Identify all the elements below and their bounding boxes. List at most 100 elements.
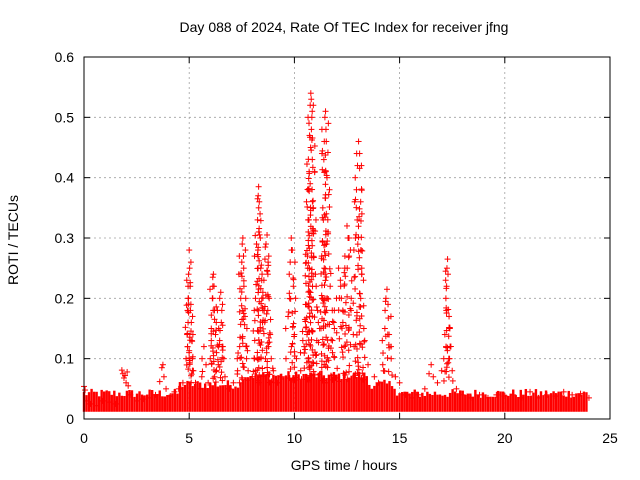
- data-point-cluster: [263, 267, 270, 274]
- data-point-cluster: [341, 308, 348, 315]
- baseline-band-segment: [196, 381, 199, 412]
- data-point-cluster: [359, 247, 366, 254]
- data-point: [159, 361, 166, 368]
- data-point-cluster: [355, 223, 362, 230]
- baseline-band-segment: [123, 395, 126, 412]
- data-point-cluster: [352, 372, 359, 379]
- baseline-band-segment: [484, 394, 487, 412]
- data-point-cluster: [321, 248, 328, 255]
- data-point-cluster: [260, 325, 267, 332]
- data-point-cluster: [353, 231, 360, 238]
- data-point: [282, 355, 289, 362]
- data-point-cluster: [213, 319, 220, 326]
- baseline-band-segment: [405, 391, 409, 412]
- data-point-cluster: [255, 204, 262, 211]
- data-point: [260, 277, 267, 284]
- data-point-cluster: [218, 369, 225, 376]
- baseline-band-segment: [267, 373, 270, 412]
- data-point: [207, 355, 214, 362]
- baseline-band-segment: [499, 391, 502, 412]
- baseline-band-segment: [168, 394, 172, 412]
- data-point: [270, 367, 277, 374]
- data-point-cluster: [356, 254, 363, 261]
- data-point: [254, 216, 261, 223]
- baseline-band-segment: [282, 377, 285, 412]
- baseline-band-segment: [416, 391, 419, 412]
- baseline-band-segment: [330, 373, 333, 412]
- data-point-cluster: [341, 282, 348, 289]
- baseline-band-segment: [297, 374, 300, 412]
- data-point-cluster: [306, 366, 313, 373]
- data-point: [265, 259, 272, 266]
- baseline-band-segment: [128, 389, 131, 412]
- baseline-band-segment: [426, 391, 429, 412]
- baseline-band-segment: [577, 393, 581, 412]
- baseline-band-segment: [423, 395, 427, 412]
- data-point-cluster: [380, 350, 387, 357]
- baseline-band-segment: [522, 394, 525, 412]
- data-point-cluster: [312, 349, 319, 356]
- baseline-band-segment: [320, 370, 323, 412]
- data-point-cluster: [186, 334, 193, 341]
- data-point-cluster: [310, 230, 317, 237]
- data-point: [230, 379, 237, 386]
- data-point: [493, 391, 500, 398]
- data-point-cluster: [339, 319, 346, 326]
- baseline-band-segment: [226, 380, 230, 412]
- data-point-cluster: [264, 364, 271, 371]
- data-point-cluster: [310, 254, 317, 261]
- data-point-cluster: [259, 289, 266, 296]
- data-point-cluster: [218, 319, 225, 326]
- data-point-cluster: [358, 234, 365, 241]
- baseline-band-segment: [216, 386, 220, 412]
- data-point-cluster: [344, 376, 351, 383]
- data-point-cluster: [342, 322, 349, 329]
- data-point-cluster: [244, 377, 251, 384]
- data-point: [344, 222, 350, 229]
- data-point-cluster: [291, 377, 298, 384]
- data-point-cluster: [208, 337, 215, 344]
- data-point-cluster: [254, 349, 261, 356]
- data-point-cluster: [322, 194, 329, 201]
- data-point-cluster: [329, 349, 336, 356]
- data-point-cluster: [313, 304, 320, 311]
- baseline-band-segment: [279, 373, 283, 412]
- data-point-cluster: [309, 359, 316, 366]
- data-point: [289, 247, 296, 254]
- data-point-cluster: [343, 339, 350, 346]
- data-point-cluster: [254, 278, 261, 285]
- data-point-cluster: [357, 247, 364, 254]
- baseline-band-segment: [458, 390, 462, 412]
- baseline-band-segment: [489, 396, 492, 412]
- baseline-band-segment: [529, 395, 533, 412]
- baseline-band-segment: [239, 382, 242, 412]
- data-point-cluster: [311, 314, 318, 321]
- data-point-cluster: [309, 186, 316, 193]
- data-point-cluster: [381, 368, 388, 375]
- data-point-cluster: [341, 343, 348, 350]
- baseline-band-segment: [289, 377, 293, 412]
- baseline-band-segment: [171, 393, 174, 412]
- data-point: [438, 367, 445, 374]
- data-point-cluster: [185, 295, 192, 302]
- data-point-cluster: [357, 341, 364, 348]
- data-point-cluster: [389, 372, 396, 379]
- data-point: [322, 126, 329, 133]
- baseline-band-segment: [277, 375, 280, 412]
- data-point-cluster: [219, 301, 226, 308]
- data-point-cluster: [321, 282, 328, 289]
- data-point-cluster: [322, 271, 329, 278]
- data-point-cluster: [301, 350, 308, 357]
- data-point-cluster: [345, 368, 352, 375]
- data-point-cluster: [356, 205, 363, 212]
- data-point: [187, 283, 194, 290]
- data-point: [93, 402, 100, 409]
- baseline-band-segment: [262, 372, 265, 412]
- baseline-band-segment: [259, 374, 262, 412]
- data-point-cluster: [302, 318, 309, 325]
- data-point: [133, 397, 140, 404]
- baseline-band-segment: [403, 391, 406, 412]
- data-point-cluster: [355, 366, 362, 373]
- data-point-cluster: [286, 271, 293, 278]
- data-point-cluster: [356, 213, 363, 220]
